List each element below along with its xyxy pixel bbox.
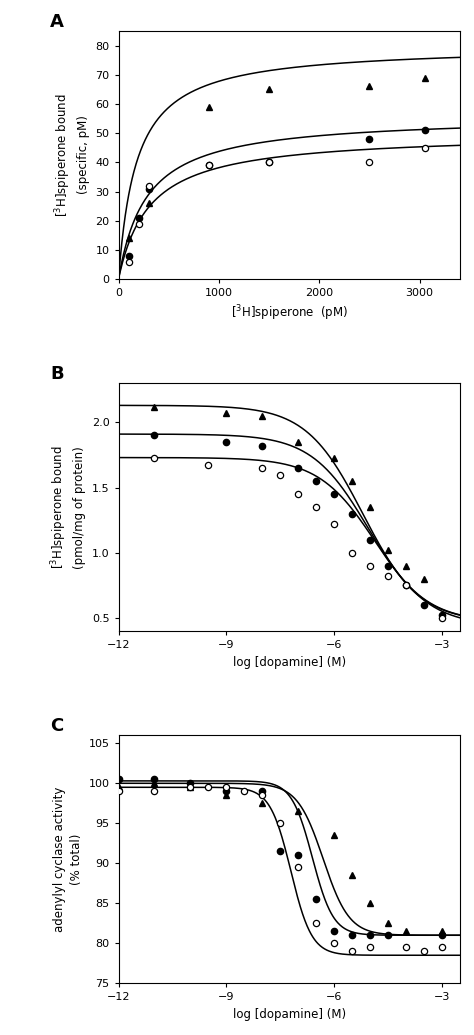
Y-axis label: [$^3$H]spiperone bound
(specific, pM): [$^3$H]spiperone bound (specific, pM) xyxy=(53,93,90,216)
Y-axis label: [$^3$H]spiperone bound
(pmol/mg of protein): [$^3$H]spiperone bound (pmol/mg of prote… xyxy=(50,445,86,569)
Text: C: C xyxy=(50,717,64,735)
X-axis label: log [dopamine] (M): log [dopamine] (M) xyxy=(233,656,346,669)
X-axis label: log [dopamine] (M): log [dopamine] (M) xyxy=(233,1008,346,1021)
Text: B: B xyxy=(50,365,64,383)
Text: A: A xyxy=(50,13,64,31)
X-axis label: [$^3$H]spiperone  (pM): [$^3$H]spiperone (pM) xyxy=(230,303,348,323)
Y-axis label: adenylyl cyclase activity
(% total): adenylyl cyclase activity (% total) xyxy=(53,787,83,932)
